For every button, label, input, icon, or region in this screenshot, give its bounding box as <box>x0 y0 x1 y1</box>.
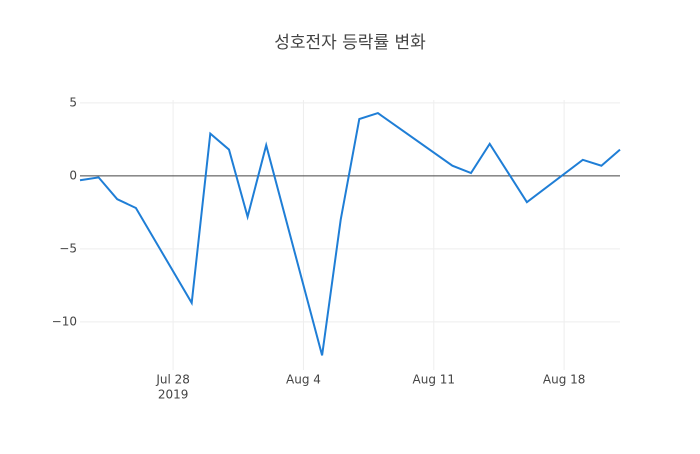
x-tick-label: Aug 4 <box>286 373 321 387</box>
y-tick-label: −10 <box>52 314 77 328</box>
line <box>79 111 621 356</box>
y-tick-label: 0 <box>69 168 77 182</box>
x-tick-label: Aug 18 <box>543 373 586 387</box>
x-tick-label: Aug 11 <box>413 373 456 387</box>
y-tick-label: 5 <box>69 95 77 109</box>
chart-title: 성호전자 등락률 변화 <box>274 33 426 53</box>
x-tick-label: Jul 28 <box>155 373 190 387</box>
y-tick-label: −5 <box>59 241 77 255</box>
x-tick-sublabel: 2019 <box>158 388 189 402</box>
